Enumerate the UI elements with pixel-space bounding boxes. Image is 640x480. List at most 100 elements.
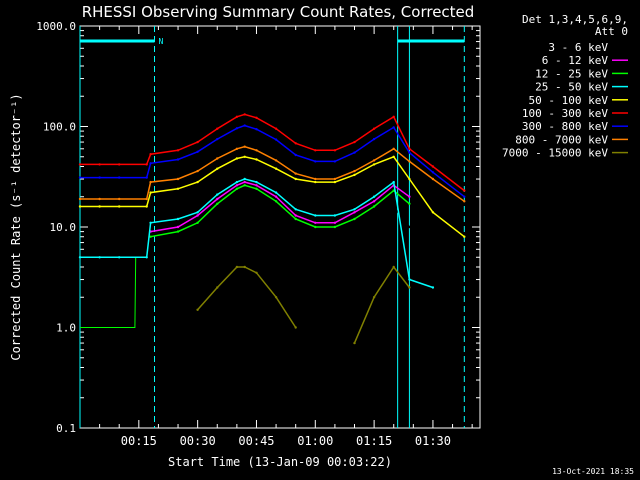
data-point (463, 200, 466, 203)
data-point (243, 184, 246, 187)
data-point (98, 176, 101, 179)
legend-header: Det 1,3,4,5,6,9, (522, 13, 628, 26)
data-point (353, 341, 356, 345)
data-point (196, 308, 199, 311)
data-point (176, 158, 180, 161)
data-point (149, 180, 152, 184)
series-line-0 (177, 202, 410, 259)
x-tick-label: 01:15 (356, 434, 392, 448)
data-point (333, 177, 337, 181)
data-point (333, 160, 337, 163)
data-point (372, 230, 376, 233)
legend-label: 3 - 6 keV (548, 41, 608, 54)
data-point (463, 235, 466, 238)
data-point (314, 180, 317, 184)
data-point (243, 180, 246, 184)
data-point (98, 163, 101, 166)
data-point (235, 157, 239, 160)
legend-label: 800 - 7000 keV (515, 133, 608, 146)
data-point (294, 248, 297, 251)
x-tick-label: 00:15 (121, 434, 157, 448)
data-point (145, 176, 148, 179)
data-point (408, 195, 411, 198)
data-point (98, 197, 101, 201)
data-point (392, 265, 395, 269)
data-point (243, 155, 246, 158)
data-point (216, 202, 219, 205)
series-line-4 (80, 155, 465, 238)
data-point (216, 157, 219, 160)
data-point (408, 286, 411, 289)
data-point (196, 150, 199, 153)
data-point (408, 151, 411, 154)
data-point (353, 173, 356, 177)
data-point (314, 160, 317, 163)
data-point (78, 205, 82, 208)
series-line-5 (80, 113, 465, 192)
data-point (255, 149, 258, 152)
data-point (176, 251, 180, 255)
data-point (98, 256, 101, 259)
data-point (196, 214, 199, 217)
data-point (392, 126, 395, 129)
data-point (392, 155, 395, 158)
y-tick-label: 10.0 (50, 221, 77, 234)
y-axis-label: Corrected Count Rate (s⁻¹ detector⁻¹) (9, 93, 23, 360)
data-point (274, 159, 278, 162)
y-tick-label: 0.1 (56, 422, 76, 435)
data-point (196, 180, 199, 184)
data-point (314, 225, 317, 229)
data-point (463, 189, 466, 192)
data-point (294, 208, 297, 211)
data-point (333, 180, 337, 184)
data-point (118, 205, 121, 208)
data-point (149, 235, 152, 238)
data-point (314, 256, 317, 259)
data-point (274, 127, 278, 130)
data-point (196, 221, 199, 224)
data-point (408, 202, 411, 205)
data-point (353, 140, 356, 144)
data-point (78, 197, 82, 201)
data-point (463, 195, 466, 198)
footer-timestamp: 13-Oct-2021 18:35 (552, 467, 634, 476)
data-point (294, 177, 297, 181)
data-point (431, 177, 435, 181)
data-point (216, 193, 219, 196)
data-point (235, 180, 239, 184)
data-point (294, 214, 297, 217)
data-point (274, 296, 278, 299)
data-point (353, 151, 356, 154)
data-point (98, 205, 101, 208)
data-point (372, 137, 376, 141)
data-point (216, 197, 219, 201)
data-point (118, 197, 121, 201)
y-tick-label: 1000.0 (36, 20, 76, 33)
data-point (408, 225, 411, 229)
data-point (294, 142, 297, 145)
data-point (333, 221, 337, 224)
data-point (333, 214, 337, 217)
note-label: N (159, 37, 164, 46)
data-point (372, 195, 376, 198)
data-point (243, 145, 246, 148)
data-point (149, 153, 152, 156)
data-point (235, 127, 239, 130)
data-point (216, 167, 219, 170)
data-point (372, 127, 376, 130)
data-point (372, 200, 376, 203)
data-point (392, 147, 395, 150)
data-point (408, 177, 411, 181)
data-point (176, 187, 180, 190)
data-point (314, 177, 317, 181)
data-point (333, 149, 337, 152)
data-point (243, 177, 246, 181)
data-point (78, 256, 82, 259)
data-point (216, 286, 219, 289)
data-point (235, 115, 239, 119)
data-point (255, 271, 258, 274)
data-point (255, 184, 258, 187)
data-point (255, 116, 258, 120)
series-line-6 (80, 124, 465, 198)
data-point (392, 115, 395, 119)
